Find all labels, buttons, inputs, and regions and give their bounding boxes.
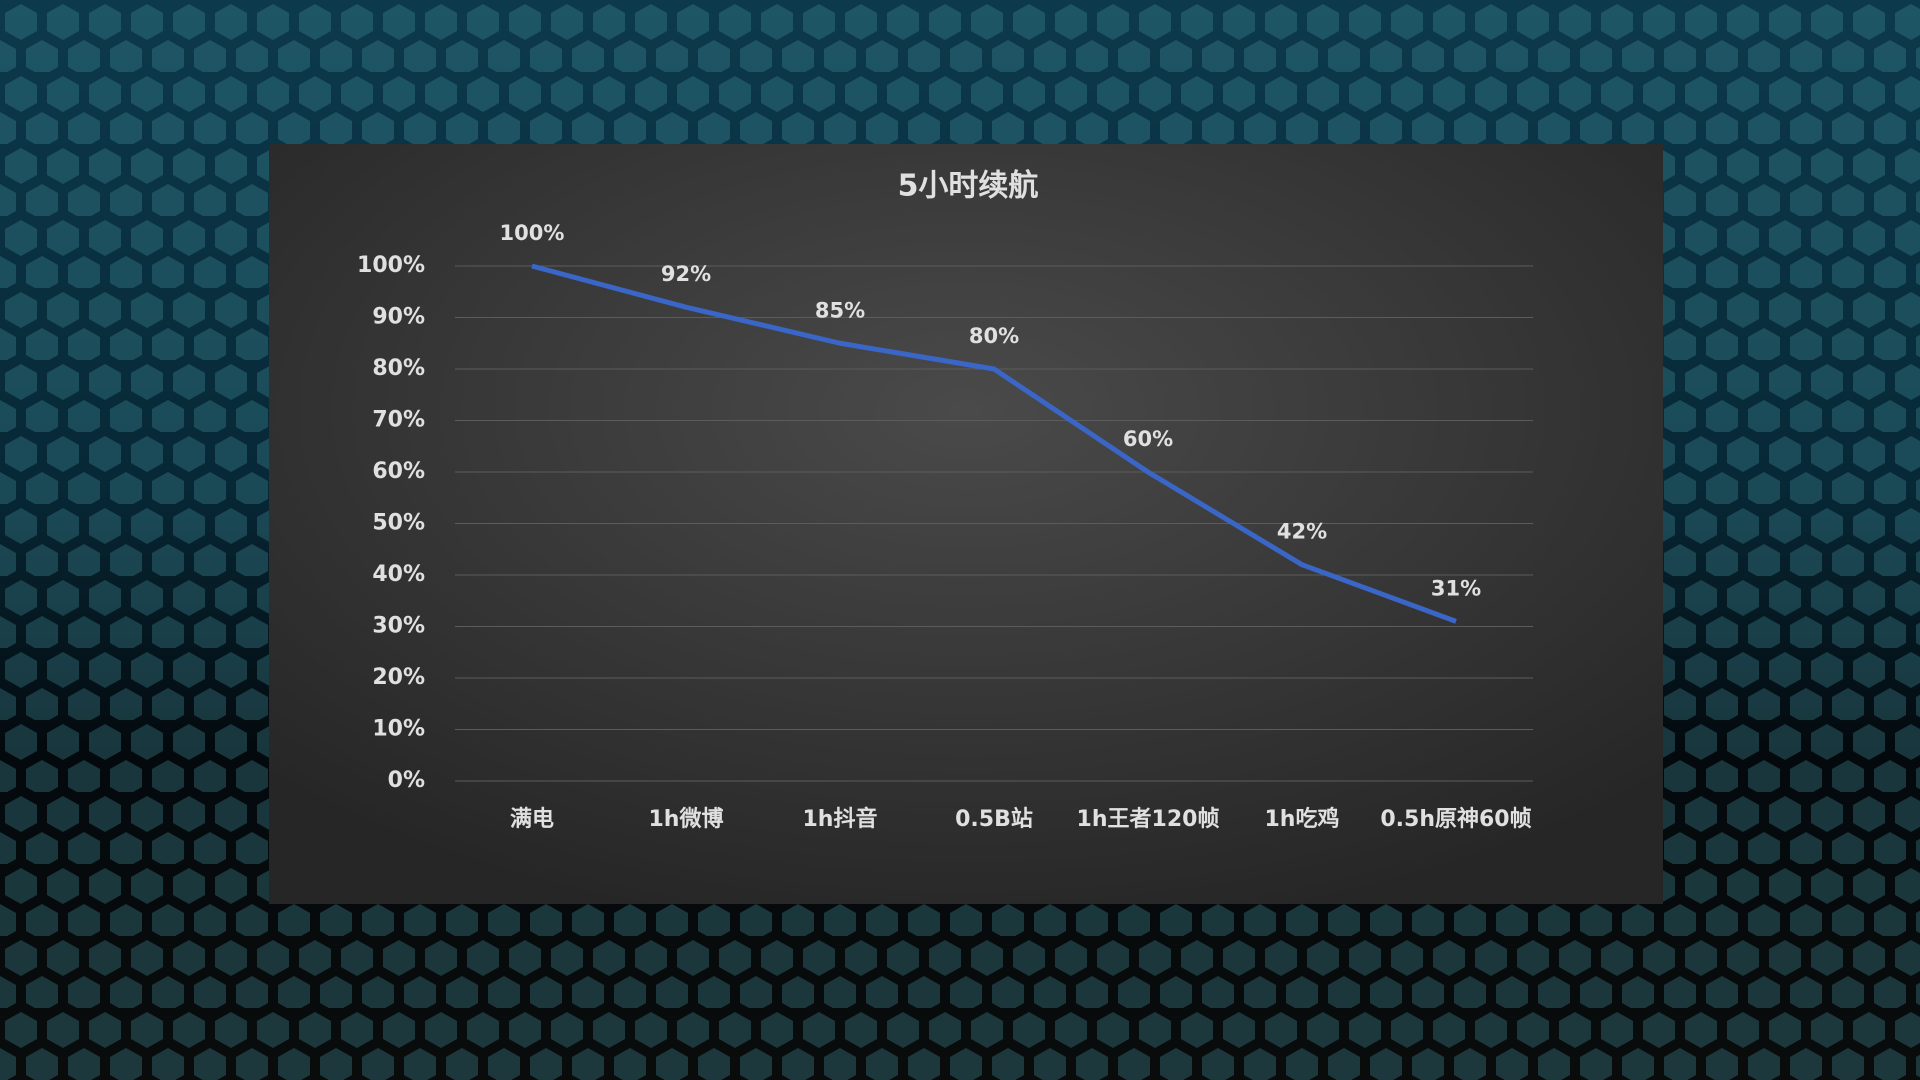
data-label: 60% (1123, 427, 1173, 451)
y-tick-label: 60% (372, 459, 425, 484)
data-label: 42% (1277, 520, 1327, 544)
y-tick-label: 20% (372, 665, 425, 690)
data-label: 31% (1431, 576, 1481, 600)
series-line (531, 263, 1457, 624)
y-tick-label: 100% (357, 253, 425, 278)
y-tick-label: 30% (372, 614, 425, 639)
x-tick-label: 1h吃鸡 (1265, 806, 1340, 832)
data-label: 85% (815, 298, 865, 322)
x-tick-label: 1h王者120帧 (1077, 807, 1220, 832)
data-label: 80% (969, 324, 1019, 348)
y-tick-label: 40% (372, 562, 425, 587)
x-tick-label: 满电 (510, 807, 554, 832)
data-label: 92% (661, 262, 711, 286)
x-tick-label: 0.5h原神60帧 (1380, 806, 1531, 832)
x-tick-label: 0.5B站 (955, 807, 1033, 832)
y-tick-label: 10% (372, 717, 425, 742)
y-tick-label: 70% (372, 408, 425, 433)
y-tick-label: 0% (388, 768, 425, 793)
x-tick-label: 1h抖音 (803, 806, 878, 832)
y-tick-label: 50% (372, 511, 425, 536)
data-label: 100% (500, 221, 565, 245)
y-tick-label: 80% (372, 356, 425, 381)
x-tick-label: 1h微博 (649, 806, 724, 832)
y-tick-label: 90% (372, 305, 425, 330)
chart-title: 5小时续航 (898, 169, 1039, 204)
